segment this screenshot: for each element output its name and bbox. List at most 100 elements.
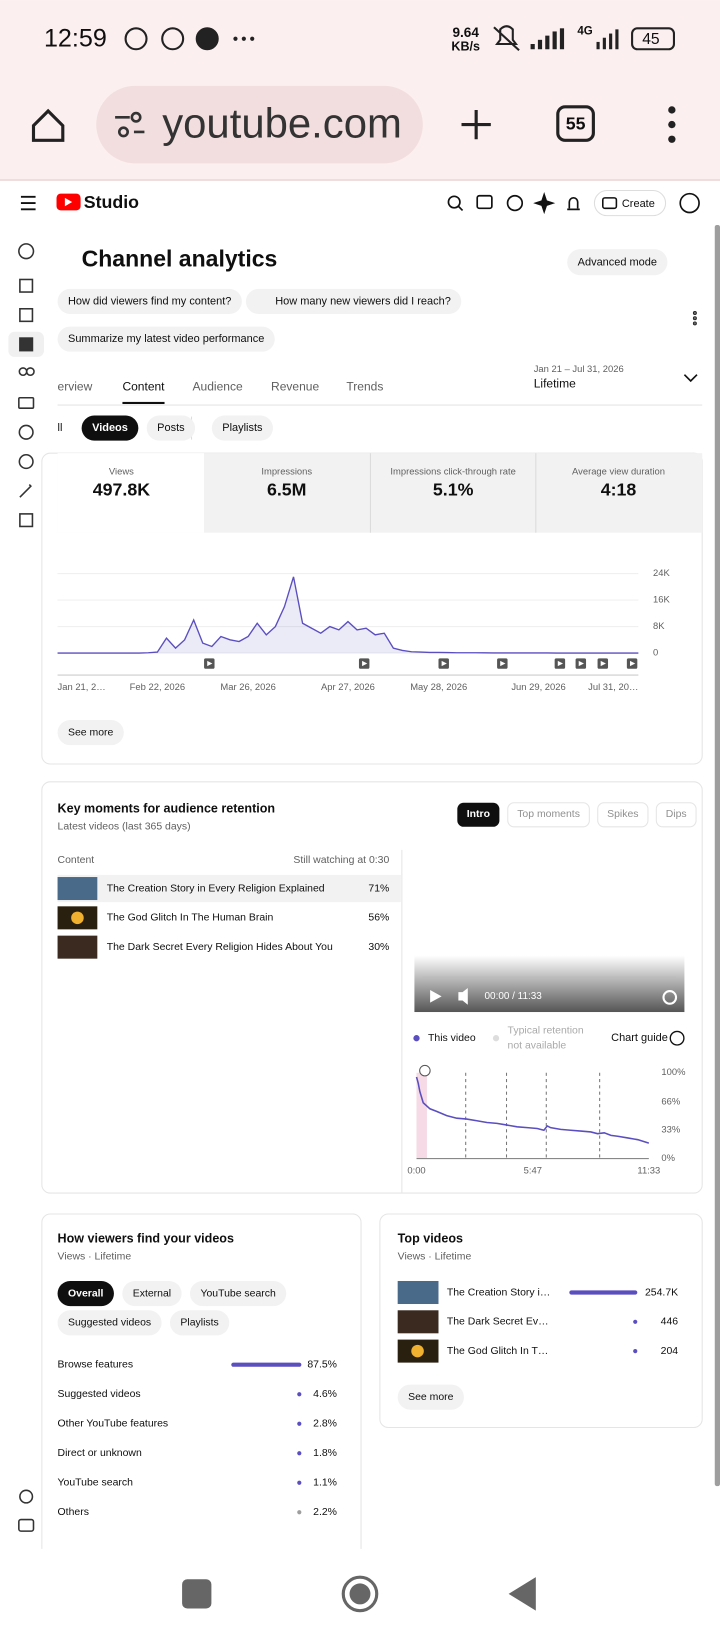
video-title[interactable]: The God Glitch In The Human Brain [107,913,274,924]
bar [297,1421,302,1426]
left-rail-icons[interactable] [18,243,35,1532]
page-title: Channel analytics [82,246,278,272]
column-header: Still watching at 0:30 [293,855,389,866]
url-pill[interactable] [96,85,423,164]
video-marker-play [362,660,368,667]
prompt-chip[interactable] [245,288,462,315]
chevron[interactable] [683,374,698,383]
status-icons [124,25,675,52]
tab[interactable]: Audience [193,379,243,393]
metric-value: 4:18 [601,480,637,500]
metric-label: Views [109,466,134,477]
x-tick-label: Feb 22, 2026 [130,681,185,692]
metric-label: Impressions [261,466,312,477]
hamburger-icon[interactable] [20,195,36,211]
prompt-label: Summarize my latest video performance [68,333,264,345]
create-button[interactable] [593,190,667,217]
x-tick-label: 11:33 [637,1165,660,1176]
tab[interactable]: Trends [346,379,383,393]
chip[interactable] [81,415,139,441]
mode-button[interactable] [655,802,697,828]
legend-dot [492,1035,500,1042]
tab[interactable]: Content [122,379,165,393]
chart-guide[interactable]: Chart guide [611,1032,668,1044]
mode-button[interactable] [597,802,649,828]
card-title: How viewers find your videos [58,1231,234,1245]
home-button[interactable] [341,1575,379,1613]
create-icon [602,197,618,210]
card-title: Key moments for audience retention [58,801,276,815]
intro-highlight [416,1072,427,1159]
tab[interactable]: erview [58,379,93,393]
y-tick-label: 0 [653,647,658,658]
mode-label[interactable]: Intro [467,809,490,820]
mode-label[interactable]: Dips [666,809,687,820]
mode-label: Advanced mode [578,257,657,269]
see-more-button[interactable] [57,720,124,746]
bar [231,1362,302,1367]
y-tick-label: 33% [661,1124,680,1135]
chip-label: ll [58,422,63,434]
play-button[interactable] [430,990,442,1003]
brand: Studio [84,192,139,212]
url[interactable]: youtube.com [162,100,402,147]
y-tick-label: 100% [661,1066,686,1077]
video-title[interactable]: The Creation Story in Every Religion Exp… [107,883,325,894]
mode-button[interactable] [457,802,500,827]
thumbnails [57,877,98,959]
help-icon[interactable] [669,1030,685,1046]
video-player[interactable] [414,955,685,1013]
see-more-button[interactable] [397,1384,464,1410]
chip[interactable] [146,415,196,441]
date-range: Jan 21 – Jul 31, 2026 [534,363,624,374]
see-more-label: See more [408,1392,454,1403]
metric-value: 497.8K [93,480,150,500]
chip-label: Videos [92,422,128,434]
x-tick-label: May 28, 2026 [410,681,467,692]
mode-button[interactable] [567,249,668,276]
mode-label[interactable]: Spikes [607,809,638,820]
create-label: Create [622,198,655,210]
chip[interactable] [57,1310,162,1336]
prompt-chip[interactable] [57,326,275,352]
battery-level: 45 [642,31,660,48]
bar [297,1451,302,1456]
tab[interactable]: Revenue [271,379,319,393]
mode-button[interactable] [507,802,590,828]
metric-value: 5.1% [433,480,474,500]
recents-button[interactable] [182,1579,212,1609]
x-tick-label: Jan 21, 2… [58,681,106,692]
chip[interactable] [122,1280,182,1307]
tab-underline [122,401,165,405]
metric-dividers [369,453,537,533]
metric-label: Impressions click-through rate [390,466,515,477]
metric-selected[interactable] [57,453,205,533]
chip[interactable] [189,1280,287,1307]
back-button[interactable] [508,1577,536,1611]
y-tick-label: 66% [661,1095,680,1106]
card-title: Top videos [398,1231,463,1245]
retention-value: 71% [368,883,389,894]
chip-label: YouTube search [200,1288,276,1299]
row-label: The Dark Secret Ev… [447,1317,549,1328]
info-icon[interactable] [419,1064,431,1077]
net-speed-unit: KB/s [451,39,480,53]
y-tick-label: 24K [653,567,670,578]
dots [233,36,255,41]
prompt-chip[interactable] [57,288,242,315]
video-title[interactable]: The Dark Secret Every Religion Hides Abo… [107,942,333,953]
mode-label[interactable]: Top moments [517,809,580,820]
chip[interactable] [169,1310,230,1336]
x-tick-label: Apr 27, 2026 [321,681,375,692]
retention-value: 56% [368,913,389,924]
settings-button[interactable] [662,990,678,1005]
bar [297,1480,302,1485]
prompt-label: How did viewers find my content? [68,295,231,307]
value-label: 446 [661,1317,679,1328]
kebab[interactable] [692,310,697,326]
chip[interactable] [211,415,273,441]
chip[interactable] [57,1280,114,1307]
value-label: 4.6% [313,1389,337,1400]
